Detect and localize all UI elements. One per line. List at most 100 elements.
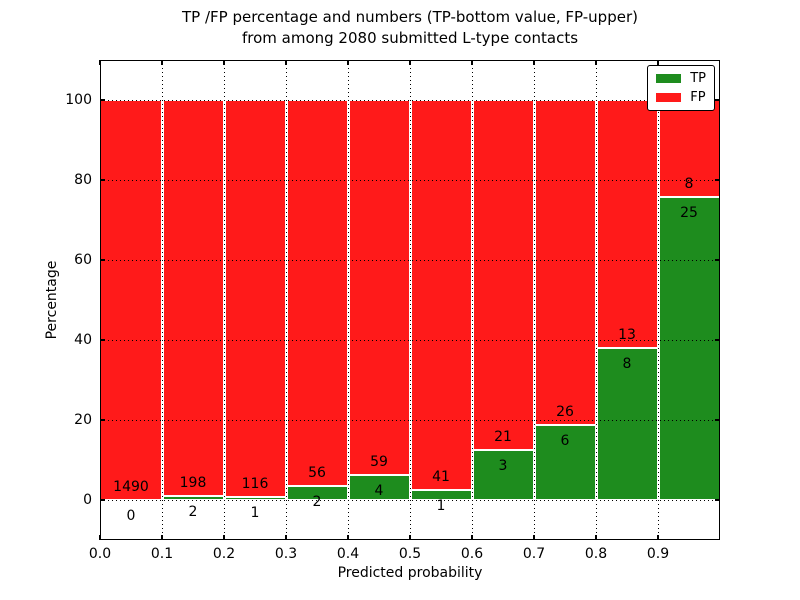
bar-tp-segment — [410, 490, 472, 500]
y-tick-label: 100 — [65, 92, 92, 108]
gridline-vertical — [658, 60, 659, 540]
bar-fp-segment — [596, 100, 658, 348]
gridline-vertical — [534, 60, 535, 540]
x-tick-mark — [533, 535, 535, 540]
bar-fp-segment — [100, 100, 162, 500]
bar-edge — [534, 424, 596, 426]
x-tick-label: 0.0 — [88, 546, 112, 562]
legend-swatch-fp — [656, 93, 682, 102]
x-tick-mark — [409, 60, 411, 65]
chart-title: TP /FP percentage and numbers (TP-bottom… — [10, 7, 800, 49]
bar-fp-segment — [224, 100, 286, 497]
y-tick-mark — [100, 259, 105, 261]
bar-edge — [472, 449, 534, 451]
tp-count-label: 6 — [560, 433, 570, 449]
gridline-vertical — [224, 60, 225, 540]
legend-label-tp: TP — [690, 71, 706, 86]
x-tick-mark — [347, 535, 349, 540]
x-tick-label: 0.2 — [212, 546, 236, 562]
tp-count-label: 3 — [498, 458, 508, 474]
x-tick-label: 0.7 — [522, 546, 546, 562]
bar-tp-segment — [534, 425, 596, 500]
x-tick-mark — [161, 60, 163, 65]
x-tick-label: 0.8 — [584, 546, 608, 562]
bar-fp-segment — [348, 100, 410, 475]
bar-tp-segment — [348, 474, 410, 500]
tp-count-label: 1 — [250, 504, 260, 521]
gridline-vertical — [596, 60, 597, 540]
tp-count-label: 0 — [126, 508, 136, 524]
x-tick-label: 0.4 — [336, 546, 360, 562]
x-axis-title: Predicted probability — [337, 565, 483, 581]
bar-fp-segment — [162, 100, 224, 496]
bar-edge — [348, 473, 410, 476]
plot-area: TP FP 1490 0 198 2 116 1 56 2 59 4 41 1 21 3 26 6 13 8 8 25 — [99, 60, 720, 540]
bar-edge — [286, 485, 348, 488]
y-tick-label: 0 — [83, 492, 92, 508]
fp-count-label: 26 — [556, 404, 574, 420]
gridline-vertical — [162, 60, 163, 540]
legend: TP FP — [647, 65, 715, 111]
y-tick-mark — [715, 179, 720, 181]
y-tick-label: 20 — [74, 412, 92, 428]
bar-tp-segment — [596, 347, 658, 500]
bar-fp-segment — [472, 100, 534, 450]
x-tick-label: 0.9 — [646, 546, 670, 562]
fp-count-label: 8 — [684, 175, 694, 192]
x-tick-mark — [99, 60, 101, 65]
x-tick-mark — [471, 60, 473, 65]
bar-tp-segment — [224, 496, 286, 500]
y-axis-title: Percentage — [44, 260, 60, 340]
y-tick-mark — [100, 179, 105, 181]
bar-fp-segment — [534, 100, 596, 425]
legend-swatch-tp — [656, 74, 682, 83]
bar-edge — [410, 489, 472, 492]
y-tick-mark — [715, 419, 720, 421]
y-tick-mark — [100, 499, 105, 501]
legend-label-fp: FP — [690, 90, 706, 105]
x-tick-mark — [161, 535, 163, 540]
y-tick-label: 80 — [74, 172, 92, 188]
fp-count-label: 198 — [179, 475, 207, 491]
y-tick-label: 40 — [74, 332, 92, 348]
y-tick-mark — [100, 339, 105, 341]
gridline-vertical — [348, 60, 349, 540]
tp-count-label: 4 — [374, 482, 384, 499]
x-tick-mark — [471, 535, 473, 540]
fp-count-label: 1490 — [113, 479, 149, 495]
x-tick-label: 0.1 — [150, 546, 174, 562]
legend-item: TP — [656, 72, 706, 85]
gridline-vertical — [410, 60, 411, 540]
x-tick-mark — [347, 60, 349, 65]
tp-count-label: 2 — [188, 504, 198, 520]
x-tick-mark — [223, 535, 225, 540]
x-tick-mark — [533, 60, 535, 65]
y-tick-mark — [100, 419, 105, 421]
x-tick-mark — [409, 535, 411, 540]
y-tick-mark — [715, 499, 720, 501]
bar-edge — [658, 195, 720, 198]
fp-count-label: 59 — [370, 453, 388, 470]
x-tick-mark — [657, 60, 659, 65]
y-tick-label: 60 — [74, 252, 92, 268]
chart-title-line2: from among 2080 submitted L-type contact… — [241, 29, 579, 47]
x-tick-mark — [99, 535, 101, 540]
tp-count-label: 8 — [622, 355, 632, 372]
bar-tp-segment — [658, 196, 720, 500]
bar-fp-segment — [410, 100, 472, 491]
bar-fp-segment — [286, 100, 348, 487]
y-tick-mark — [715, 339, 720, 341]
gridline-vertical — [472, 60, 473, 540]
bar-tp-segment — [286, 486, 348, 500]
gridline-vertical — [286, 60, 287, 540]
bar-edge — [224, 495, 286, 498]
fp-count-label: 21 — [494, 429, 512, 445]
bar-tp-segment — [472, 450, 534, 500]
x-tick-mark — [595, 60, 597, 65]
x-tick-mark — [285, 60, 287, 65]
tp-count-label: 2 — [312, 494, 322, 511]
x-tick-mark — [657, 535, 659, 540]
x-tick-label: 0.5 — [398, 546, 422, 562]
x-tick-mark — [223, 60, 225, 65]
fp-count-label: 56 — [308, 465, 326, 482]
